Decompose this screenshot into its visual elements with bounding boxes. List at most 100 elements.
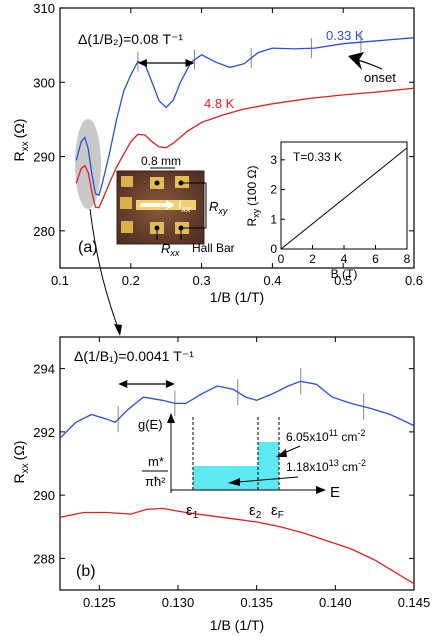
x-tick-label: 0.1: [51, 273, 69, 288]
inset-x-tick-label: 4: [341, 252, 348, 266]
dos-density-high-base: 6.05x10: [286, 430, 329, 444]
dos-high-band: [258, 442, 279, 490]
dos-density-low-base: 1.18x10: [286, 460, 329, 474]
rxy-inset-y-label-unit: (100 Ω): [245, 166, 259, 206]
panel-b-period-arrow: [118, 380, 175, 388]
panel-b-y-label: Rxx (Ω): [11, 441, 31, 484]
panel-b-frame: [59, 336, 415, 591]
inset-y-tick-label: 1: [270, 212, 277, 226]
dos-e2-main: ε: [249, 502, 256, 519]
rxy-inset-x-ticks: 0 2 4 6 8: [278, 245, 411, 266]
hall-bar-caption: Hall Bar: [192, 241, 235, 255]
label-0-33k: 0.33 K: [326, 28, 364, 43]
y-tick-label: 290: [33, 150, 55, 165]
panel-b-y-label-unit: (Ω): [11, 441, 27, 461]
panel-a-y-label-unit: (Ω): [11, 119, 27, 139]
dos-y-axis-head: [167, 413, 175, 423]
inset-x-tick-label: 2: [309, 252, 316, 266]
panel-a-period-arrow: [137, 59, 195, 67]
period-arrow-head-right: [165, 380, 175, 388]
current-label-main: I: [178, 197, 182, 212]
dos-density-low-unit-exp: -2: [358, 458, 366, 468]
rxy-bracket: [181, 182, 207, 229]
dos-density-high-unit: cm: [338, 430, 357, 444]
x-tick-label: 0.6: [405, 273, 423, 288]
y-tick-label: 292: [33, 425, 55, 440]
rxy-label-main: R: [209, 199, 218, 214]
current-label-sub: xx: [181, 204, 192, 214]
inset-x-tick-label: 8: [404, 252, 411, 266]
rxy-inset-title: T=0.33 K: [293, 150, 342, 164]
x-tick-label: 0.4: [263, 273, 281, 288]
y-tick-label: 310: [33, 1, 55, 16]
rxy-inset-plot: 0 2 4 6 8 0 1 2 3 T=0.33 K B (T) Rxy (100 Ω): [245, 141, 411, 281]
rxx-label-sub: xx: [169, 248, 180, 258]
current-label: Ixx: [178, 197, 191, 214]
panel-b-x-label: 1/B (1/T): [210, 617, 264, 633]
series-0-33k-line-b: [60, 380, 414, 439]
panel-b-y-label-main: R: [11, 473, 27, 483]
dos-level-numerator: m*: [148, 454, 164, 469]
rxy-inset-y-label-sub: xy: [251, 208, 261, 218]
dos-low-band: [193, 466, 258, 490]
period-arrow-head-left: [118, 380, 128, 388]
pad-bottom-left: [121, 221, 133, 233]
inset-y-tick-label: 2: [270, 183, 277, 197]
rxy-inset-y-label-main: R: [245, 218, 259, 227]
period-arrow-head-left: [137, 59, 147, 67]
rxx-label-main: R: [161, 241, 170, 256]
dos-e2-label: ε2: [249, 502, 262, 521]
pad-left: [120, 197, 132, 209]
dos-density-high-arrow: [283, 445, 301, 454]
dos-e1-sub: 1: [193, 510, 199, 521]
onset-arrow-line: [357, 59, 383, 70]
panel-b-x-ticks: 0.125 0.130 0.135 0.140 0.145: [83, 337, 430, 610]
rxy-inset-x-label: B (T): [331, 267, 358, 281]
x-tick-label: 0.140: [319, 595, 352, 610]
label-4-8k: 4.8 K: [204, 96, 235, 111]
dos-density-high-exp: 11: [329, 428, 338, 438]
panel-a-y-label: Rxx (Ω): [11, 119, 31, 162]
rxx-label: Rxx: [161, 241, 180, 258]
panel-a-x-label: 1/B (1/T): [210, 289, 264, 305]
hall-bar-photo-inset: 0.8 mm Ixx Rxy Rxx Hall Bar: [116, 154, 235, 258]
dos-y-label: g(E): [138, 417, 163, 432]
rxy-inset-y-ticks: 0 1 2 3: [270, 153, 285, 256]
inset-x-tick-label: 0: [278, 252, 285, 266]
dos-density-high-arrow-head: [276, 449, 287, 457]
dos-e1-main: ε: [186, 502, 193, 519]
x-tick-label: 0.135: [240, 595, 273, 610]
dos-density-low-exp: 13: [329, 458, 339, 468]
panel-b-y-label-sub: xx: [20, 463, 31, 473]
rxx-bracket: [156, 228, 182, 240]
dos-level-denominator: πħ²: [145, 474, 166, 489]
panel-a-label: (a): [78, 239, 98, 256]
dos-ef-main: ε: [271, 502, 278, 519]
series-4-8k-line-b: [60, 507, 414, 585]
onset-arrow-head: [348, 52, 364, 70]
y-tick-label: 294: [33, 362, 55, 377]
panel-b-period-annotation: Δ(1/B₁)=0.0041 T⁻¹: [74, 348, 194, 364]
rxy-label: Rxy: [209, 199, 228, 216]
period-arrow-head-right: [185, 59, 195, 67]
dos-density-low-arrow-head: [228, 478, 240, 486]
inset-y-tick-label: 0: [270, 242, 277, 256]
panel-a-y-label-main: R: [11, 151, 27, 161]
scale-bar-label: 0.8 mm: [141, 154, 181, 168]
dos-density-high: 6.05x1011 cm-2: [286, 428, 365, 444]
x-tick-label: 0.145: [398, 595, 431, 610]
y-tick-label: 288: [33, 551, 55, 566]
x-tick-label: 0.2: [122, 273, 140, 288]
dos-e1-label: ε1: [186, 502, 199, 521]
rxy-inset-frame: [280, 141, 408, 250]
svg-text:Rxx(Ω): Rxx (Ω): [11, 441, 31, 484]
pad-top-left: [121, 176, 133, 187]
probe-dot-tl: [154, 180, 160, 186]
series-4-8k-line: [75, 87, 414, 209]
connector-arrow-head: [114, 324, 122, 336]
rxy-label-sub: xy: [217, 206, 228, 216]
y-tick-label: 290: [33, 488, 55, 503]
dos-ef-label: εF: [271, 502, 284, 521]
panel-a-frame: [59, 7, 415, 269]
